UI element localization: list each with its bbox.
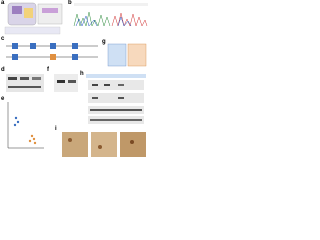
exon <box>50 43 56 49</box>
stain <box>130 140 134 144</box>
band <box>92 97 98 99</box>
panel-b: b <box>68 0 148 27</box>
stain <box>68 138 72 142</box>
header-bar <box>86 74 146 78</box>
band <box>57 80 65 83</box>
panel-label: i <box>55 126 57 132</box>
organelle <box>24 8 33 18</box>
band <box>8 77 17 80</box>
band <box>90 119 142 121</box>
stain <box>98 145 102 149</box>
inset <box>37 3 63 25</box>
panel-label: d <box>1 67 5 73</box>
dot <box>16 120 20 124</box>
dot <box>33 141 37 145</box>
protein <box>42 8 58 13</box>
band <box>68 80 76 83</box>
band <box>32 77 41 80</box>
chromatogram <box>73 11 111 27</box>
band <box>92 84 98 86</box>
band <box>104 84 110 86</box>
exon <box>30 43 36 49</box>
panel-d: d <box>1 67 44 92</box>
panel-label: b <box>68 0 72 6</box>
band <box>118 84 124 86</box>
panel-a: a <box>1 0 63 35</box>
band <box>20 77 29 80</box>
box <box>107 43 127 67</box>
chromatogram <box>75 15 132 27</box>
micrograph <box>91 132 117 157</box>
dot <box>13 123 17 127</box>
exon <box>72 43 78 49</box>
exon <box>50 54 56 60</box>
panel-label: c <box>1 36 5 42</box>
exon <box>72 54 78 60</box>
dot <box>32 137 36 141</box>
band <box>8 86 41 88</box>
blot <box>88 80 144 90</box>
dot <box>30 134 34 138</box>
organelle <box>12 6 22 14</box>
panel-label: g <box>102 39 106 45</box>
panel-label: a <box>1 0 5 6</box>
panel-e: e <box>1 96 44 149</box>
legend-bar <box>4 26 61 35</box>
panel-f: f <box>47 67 78 92</box>
box <box>127 43 147 67</box>
dot <box>28 139 32 143</box>
chromatogram <box>111 12 148 27</box>
panel-label: h <box>80 71 84 77</box>
exon <box>12 54 18 60</box>
blot <box>6 74 44 92</box>
exon <box>12 43 18 49</box>
sequence-track <box>74 3 148 6</box>
panel-h: h <box>80 71 146 124</box>
micrograph <box>62 132 88 157</box>
blot <box>54 74 78 92</box>
figure: a b c g d f <box>1 0 148 157</box>
blot <box>88 93 144 103</box>
dot <box>14 116 18 120</box>
panel-c: c <box>1 36 98 60</box>
band <box>90 109 142 111</box>
micrograph <box>120 132 146 157</box>
panel-label: e <box>1 96 5 102</box>
panel-label: f <box>47 67 50 73</box>
band <box>118 97 124 99</box>
panel-g: g <box>102 39 147 67</box>
panel-i: i <box>55 126 146 157</box>
